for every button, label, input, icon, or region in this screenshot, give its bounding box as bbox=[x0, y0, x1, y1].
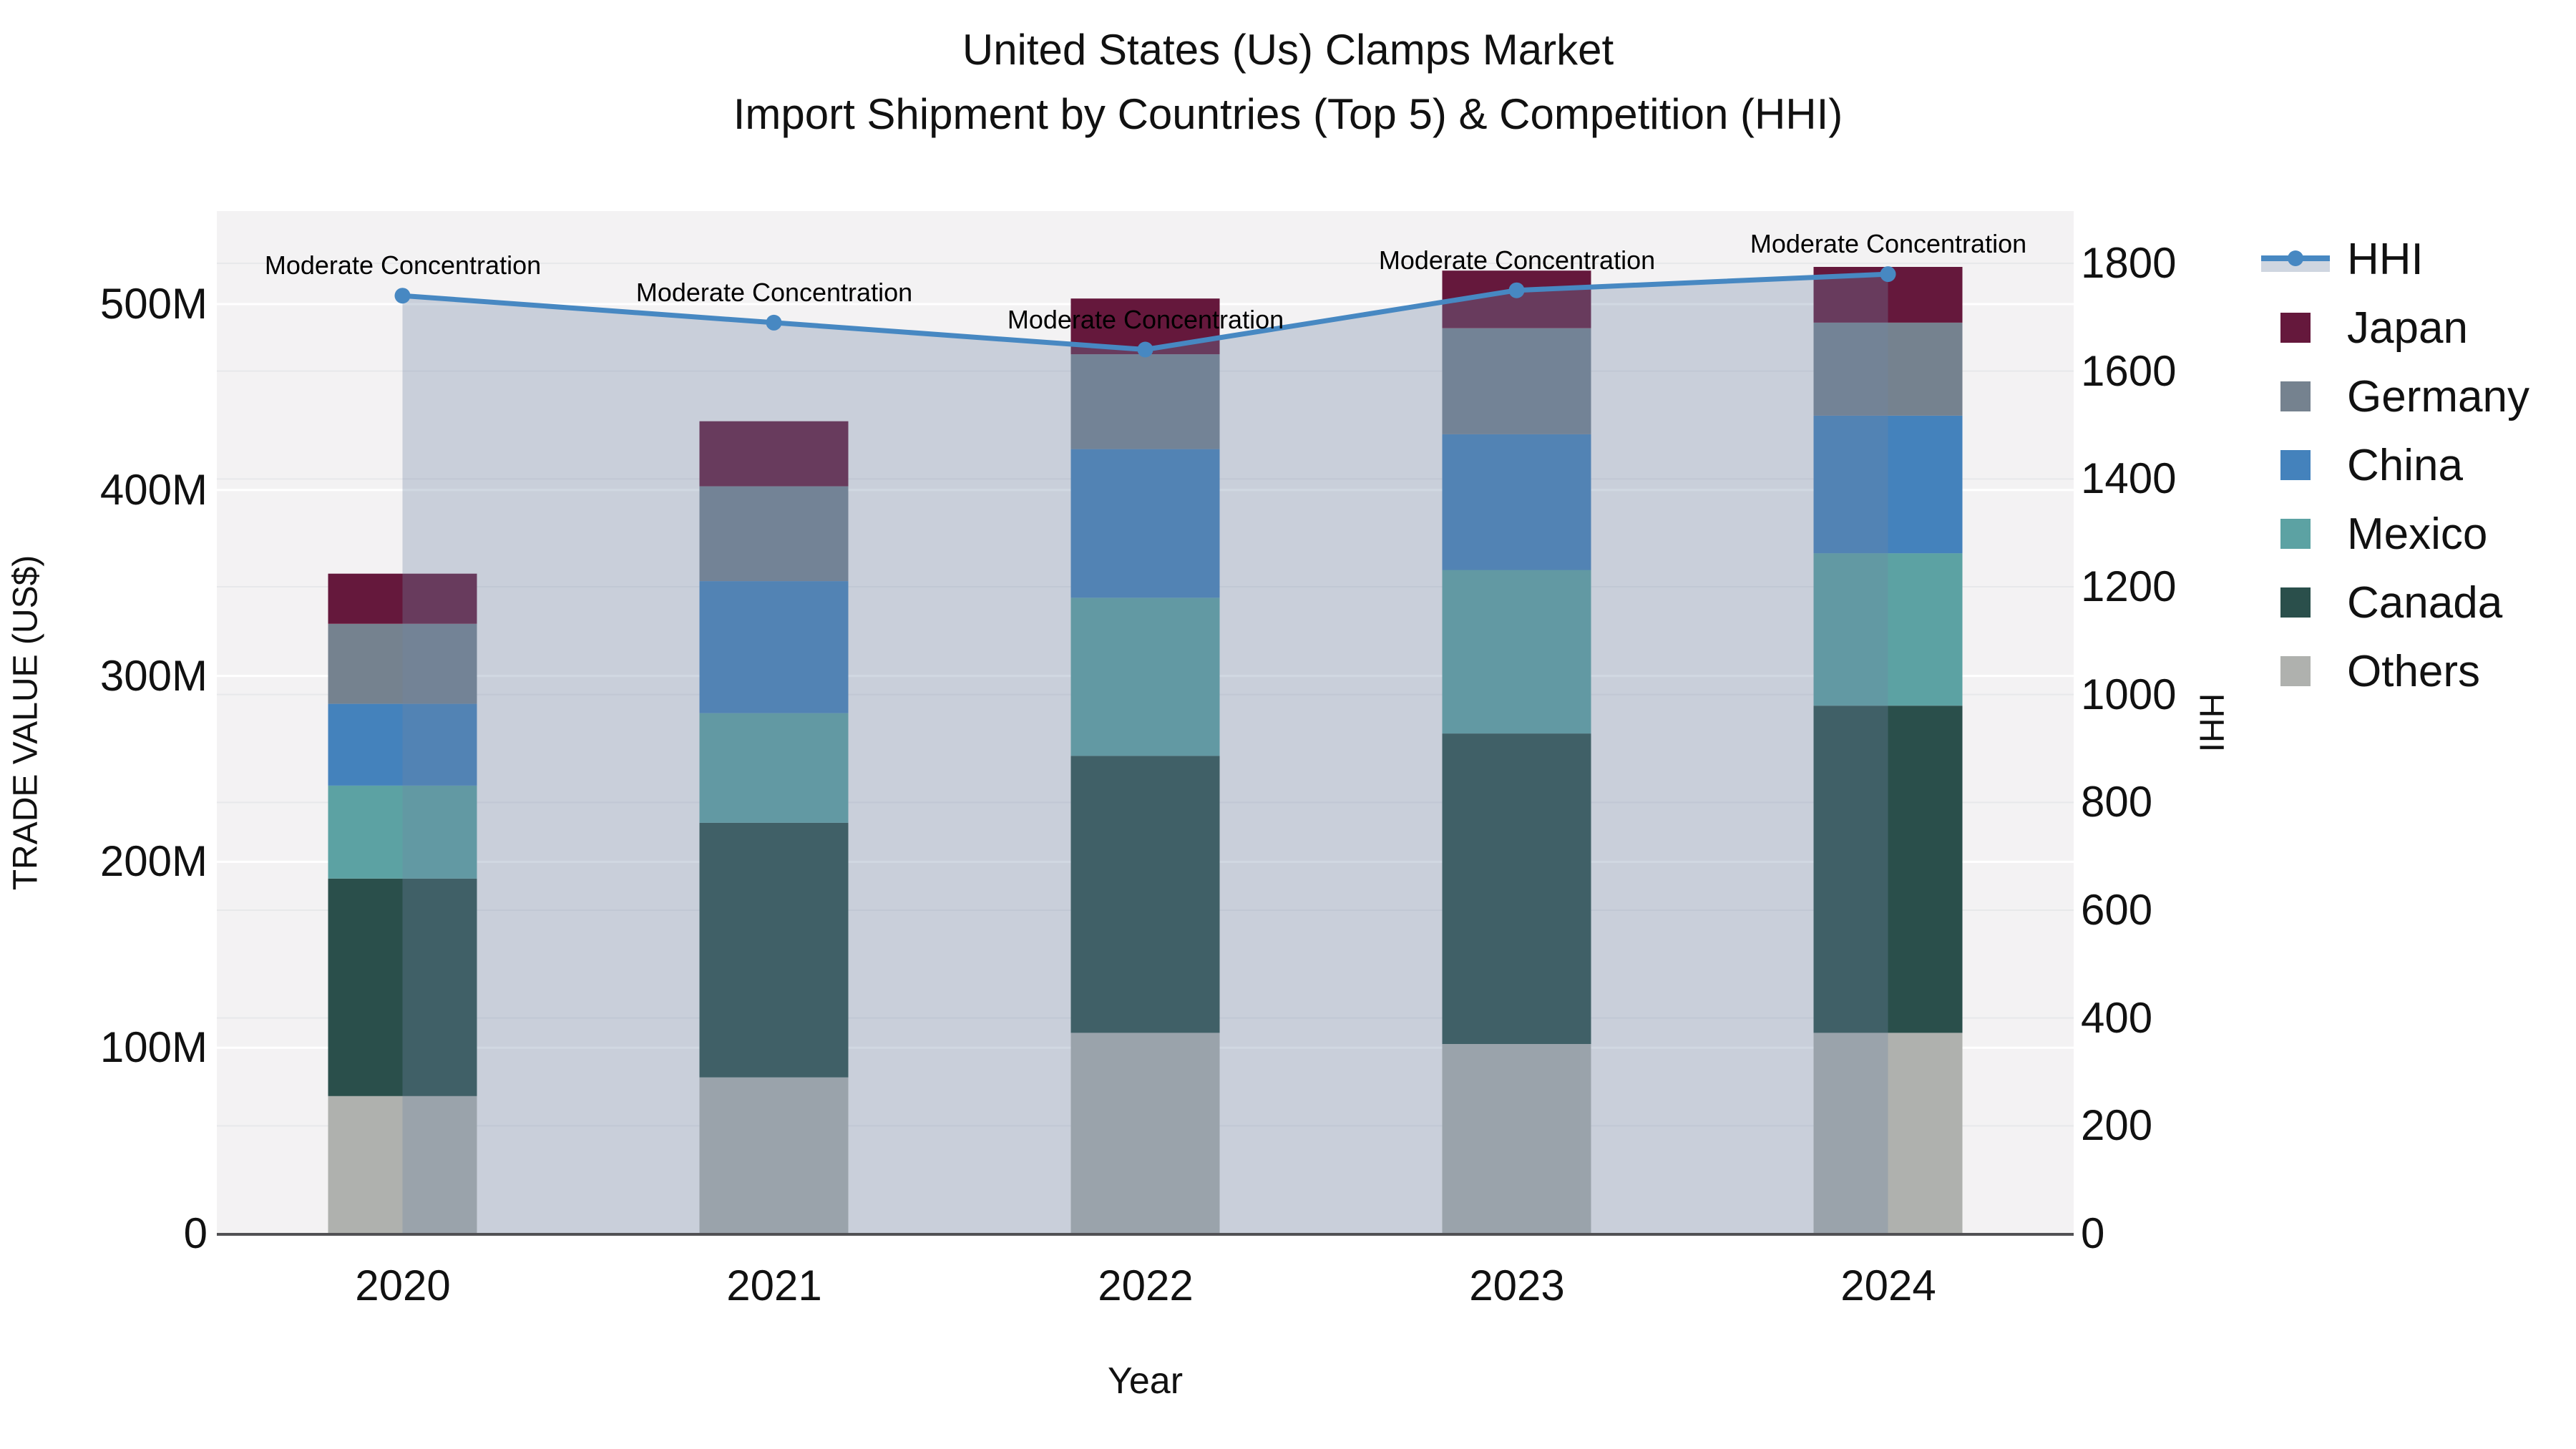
y-right-tick-1800: 1800 bbox=[2081, 239, 2177, 287]
x-tick-2023: 2023 bbox=[1469, 1262, 1565, 1309]
bar-2021-japan[interactable] bbox=[699, 421, 849, 487]
x-tick-2024: 2024 bbox=[1840, 1262, 1936, 1309]
bar-2022-canada[interactable] bbox=[1070, 756, 1220, 1033]
bar-2021-canada[interactable] bbox=[699, 822, 849, 1078]
bar-2020-japan[interactable] bbox=[328, 573, 477, 624]
y-right-tick-1200: 1200 bbox=[2081, 562, 2177, 610]
y-left-tick-300M: 300M bbox=[99, 652, 208, 700]
y-right-tick-1600: 1600 bbox=[2081, 347, 2177, 395]
bar-2024-mexico[interactable] bbox=[1813, 553, 1963, 706]
legend-label-germany: Germany bbox=[2347, 371, 2529, 421]
legend-label-japan: Japan bbox=[2347, 303, 2468, 353]
x-tick-2021: 2021 bbox=[726, 1262, 822, 1309]
y-right-tick-1000: 1000 bbox=[2081, 670, 2177, 718]
legend-item-japan[interactable]: Japan bbox=[2254, 293, 2576, 362]
bar-2022-germany[interactable] bbox=[1070, 354, 1220, 449]
legend-item-canada[interactable]: Canada bbox=[2254, 568, 2576, 637]
legend-item-germany[interactable]: Germany bbox=[2254, 362, 2576, 431]
bar-2021-china[interactable] bbox=[699, 581, 849, 713]
bar-2021-mexico[interactable] bbox=[699, 713, 849, 823]
bar-2024-china[interactable] bbox=[1813, 415, 1963, 554]
legend-label-canada: Canada bbox=[2347, 577, 2503, 628]
y-right-tick-1400: 1400 bbox=[2081, 454, 2177, 502]
x-tick-2022: 2022 bbox=[1098, 1262, 1194, 1309]
y-left-tick-100M: 100M bbox=[99, 1023, 208, 1071]
bar-2020-china[interactable] bbox=[328, 703, 477, 786]
bar-2020-mexico[interactable] bbox=[328, 785, 477, 879]
legend-item-mexico[interactable]: Mexico bbox=[2254, 499, 2576, 568]
legend-label-others: Others bbox=[2347, 646, 2481, 696]
annotation-2023: Moderate Concentration bbox=[1378, 245, 1656, 275]
hhi-legend-sample-icon bbox=[2261, 243, 2330, 275]
legend-label-china: China bbox=[2347, 440, 2463, 490]
legend-swatch-japan bbox=[2280, 313, 2311, 343]
y-left-tick-400M: 400M bbox=[99, 466, 208, 514]
chart-title-block: United States (Us) Clamps Market Import … bbox=[0, 29, 2576, 136]
bar-2021-germany[interactable] bbox=[699, 486, 849, 582]
y-left-tick-500M: 500M bbox=[99, 280, 208, 328]
hhi-marker-2024[interactable] bbox=[1880, 266, 1896, 283]
hhi-marker-2020[interactable] bbox=[394, 288, 411, 304]
bar-2023-others[interactable] bbox=[1442, 1044, 1591, 1234]
bar-2024-canada[interactable] bbox=[1813, 706, 1963, 1033]
legend-swatch-canada bbox=[2280, 587, 2311, 618]
annotation-2022: Moderate Concentration bbox=[1007, 305, 1284, 334]
legend-item-hhi[interactable]: HHI bbox=[2254, 225, 2576, 293]
bar-2023-mexico[interactable] bbox=[1442, 570, 1591, 734]
y-right-tick-200: 200 bbox=[2081, 1101, 2153, 1149]
bar-2020-canada[interactable] bbox=[328, 878, 477, 1096]
bar-2022-china[interactable] bbox=[1070, 449, 1220, 598]
y-left-tick-200M: 200M bbox=[99, 837, 208, 885]
annotation-2021: Moderate Concentration bbox=[635, 278, 913, 307]
bar-2021-others[interactable] bbox=[699, 1077, 849, 1234]
hhi-marker-2023[interactable] bbox=[1508, 282, 1525, 298]
bar-2022-mexico[interactable] bbox=[1070, 597, 1220, 756]
legend-swatch-china bbox=[2280, 450, 2311, 480]
bar-2024-others[interactable] bbox=[1813, 1033, 1963, 1234]
legend-item-others[interactable]: Others bbox=[2254, 637, 2576, 706]
bar-2020-others[interactable] bbox=[328, 1096, 477, 1234]
chart-title: United States (Us) Clamps Market bbox=[962, 26, 1614, 74]
legend-label-hhi: HHI bbox=[2347, 234, 2424, 284]
annotation-2020: Moderate Concentration bbox=[264, 250, 542, 280]
bar-2023-germany[interactable] bbox=[1442, 328, 1591, 434]
chart-subtitle: Import Shipment by Countries (Top 5) & C… bbox=[733, 90, 1843, 138]
bar-2024-germany[interactable] bbox=[1813, 323, 1963, 416]
hhi-marker-2022[interactable] bbox=[1137, 341, 1153, 358]
annotation-2024: Moderate Concentration bbox=[1750, 229, 2027, 258]
y-right-tick-800: 800 bbox=[2081, 778, 2153, 826]
legend-swatch-mexico bbox=[2280, 519, 2311, 549]
legend-label-mexico: Mexico bbox=[2347, 509, 2488, 559]
y-left-tick-0: 0 bbox=[183, 1209, 208, 1257]
hhi-area-fill bbox=[402, 274, 1888, 1234]
legend-item-china[interactable]: China bbox=[2254, 431, 2576, 499]
bar-2023-canada[interactable] bbox=[1442, 733, 1591, 1044]
legend-swatch-others bbox=[2280, 656, 2311, 686]
bar-2022-others[interactable] bbox=[1070, 1033, 1220, 1234]
legend-swatch-germany bbox=[2280, 381, 2311, 411]
y-right-tick-0: 0 bbox=[2081, 1209, 2105, 1257]
y-right-tick-600: 600 bbox=[2081, 886, 2153, 934]
y-right-tick-400: 400 bbox=[2081, 994, 2153, 1042]
hhi-marker-2021[interactable] bbox=[766, 314, 782, 331]
bar-2023-china[interactable] bbox=[1442, 434, 1591, 570]
x-tick-2020: 2020 bbox=[355, 1262, 451, 1309]
bar-2020-germany[interactable] bbox=[328, 623, 477, 704]
x-axis-title: Year bbox=[1107, 1360, 1184, 1402]
